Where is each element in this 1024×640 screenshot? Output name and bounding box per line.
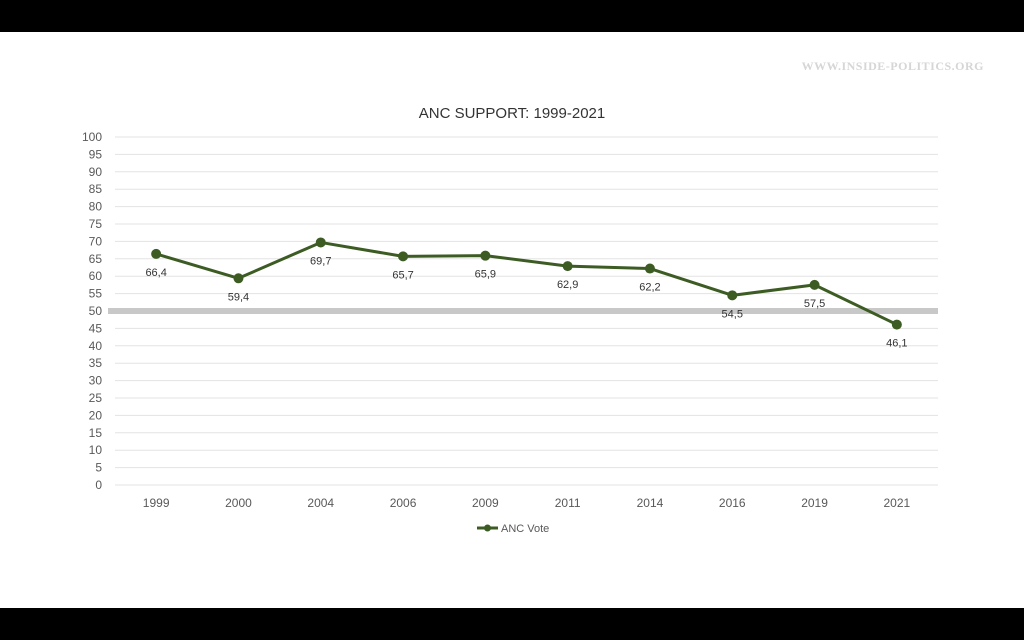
x-axis-ticks: 1999 2000 2004 2006 2009 2011 2014 2016 2019 2021 (143, 496, 911, 510)
series-group (151, 237, 902, 330)
y-tick-label: 30 (89, 374, 103, 388)
data-point (644, 263, 655, 274)
y-axis-ticks: 0 5 10 15 20 25 30 35 40 45 50 55 60 65 70 75 80 85 90 95 10… (82, 130, 102, 492)
y-tick-label: 65 (89, 252, 103, 266)
x-tick-label: 2011 (555, 496, 581, 510)
y-tick-label: 75 (89, 217, 103, 231)
y-tick-label: 0 (95, 478, 102, 492)
x-tick-label: 2000 (225, 496, 252, 510)
data-point (480, 250, 491, 261)
legend: ANC Vote (477, 523, 549, 535)
y-tick-label: 70 (89, 234, 103, 248)
watermark: WWW.INSIDE-POLITICS.ORG (801, 59, 984, 73)
data-label: 54,5 (722, 308, 743, 320)
data-label: 59,4 (228, 291, 249, 303)
y-tick-label: 80 (89, 200, 103, 214)
series-line (155, 240, 898, 326)
data-label: 69,7 (310, 255, 331, 267)
y-tick-label: 40 (89, 339, 103, 353)
y-tick-label: 15 (89, 426, 103, 440)
x-tick-label: 2019 (801, 496, 828, 510)
data-point (727, 290, 738, 301)
data-label: 62,2 (639, 282, 660, 294)
data-point (233, 273, 244, 284)
data-label: 65,9 (475, 269, 496, 281)
data-label: 57,5 (804, 298, 825, 310)
data-point (562, 261, 573, 272)
y-tick-label: 35 (89, 356, 103, 370)
y-tick-label: 90 (89, 165, 103, 179)
data-point (315, 237, 326, 248)
data-labels: 66,4 59,4 69,7 65,7 65,9 62,9 62,2 54,5 57,5 46,1 (145, 255, 907, 349)
x-tick-label: 2016 (719, 496, 746, 510)
data-label: 66,4 (145, 267, 166, 279)
data-point (398, 251, 409, 262)
data-point (809, 279, 820, 290)
x-tick-label: 1999 (143, 496, 170, 510)
y-tick-label: 85 (89, 182, 103, 196)
x-tick-label: 2004 (307, 496, 334, 510)
y-tick-label: 25 (89, 391, 103, 405)
y-tick-label: 10 (89, 443, 103, 457)
gridlines (115, 136, 938, 486)
data-point (151, 248, 162, 259)
data-label: 46,1 (886, 338, 907, 350)
data-point (891, 319, 902, 330)
data-label: 65,7 (392, 269, 413, 281)
legend-swatch-marker (484, 524, 491, 532)
y-tick-label: 55 (89, 287, 103, 301)
y-tick-label: 60 (89, 269, 103, 283)
data-label: 62,9 (557, 279, 578, 291)
slide: WWW.INSIDE-POLITICS.ORG (0, 32, 1024, 608)
y-tick-label: 20 (89, 408, 103, 422)
x-tick-label: 2009 (472, 496, 499, 510)
y-tick-label: 45 (89, 321, 103, 335)
x-tick-label: 2014 (637, 496, 664, 510)
y-tick-label: 5 (95, 461, 102, 475)
y-tick-label: 100 (82, 130, 102, 144)
y-tick-label: 95 (89, 147, 103, 161)
x-tick-label: 2021 (883, 496, 910, 510)
legend-label: ANC Vote (501, 523, 549, 535)
x-tick-label: 2006 (390, 496, 417, 510)
chart-title: ANC SUPPORT: 1999-2021 (419, 105, 605, 122)
y-tick-label: 50 (89, 304, 103, 318)
